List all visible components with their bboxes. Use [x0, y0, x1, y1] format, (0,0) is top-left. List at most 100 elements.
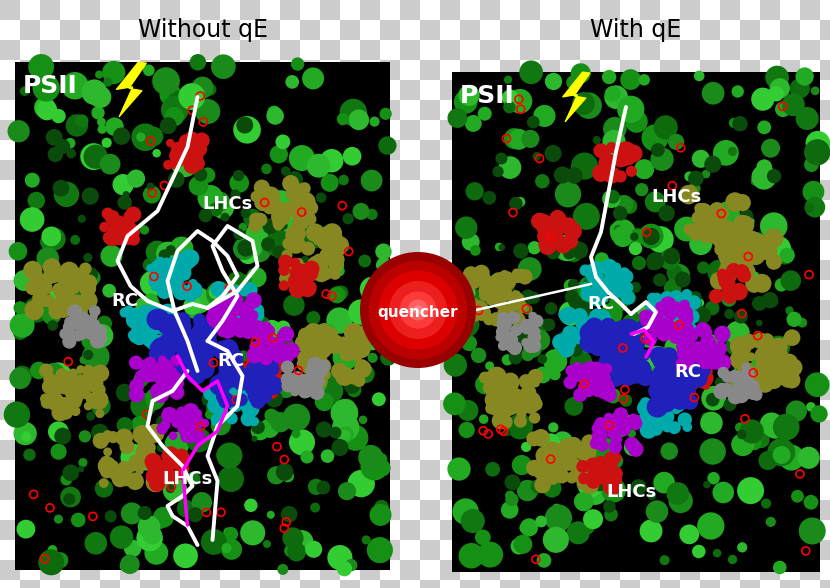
Circle shape [306, 351, 321, 366]
Circle shape [354, 354, 362, 363]
Circle shape [42, 270, 56, 285]
Circle shape [264, 361, 281, 379]
Bar [280, 100, 300, 120]
Circle shape [286, 187, 300, 201]
Circle shape [764, 415, 787, 439]
Circle shape [515, 197, 525, 207]
Bar [60, 260, 80, 280]
Circle shape [590, 292, 605, 307]
Circle shape [582, 361, 599, 377]
Circle shape [615, 151, 631, 167]
Circle shape [217, 446, 233, 463]
Circle shape [237, 309, 247, 319]
Circle shape [229, 293, 243, 307]
Circle shape [251, 191, 262, 202]
Circle shape [162, 356, 176, 370]
Circle shape [502, 325, 510, 333]
Circle shape [608, 155, 618, 166]
Bar [0, 0, 20, 20]
Bar [640, 520, 660, 540]
Circle shape [188, 507, 203, 522]
Circle shape [138, 305, 154, 320]
Circle shape [605, 472, 622, 489]
Bar [180, 360, 200, 380]
Bar [240, 540, 260, 560]
Circle shape [192, 409, 203, 419]
Circle shape [613, 206, 627, 220]
Circle shape [486, 295, 496, 305]
Circle shape [138, 506, 152, 520]
Bar [780, 340, 800, 360]
Bar [380, 200, 400, 220]
Circle shape [335, 239, 344, 248]
Bar [40, 260, 60, 280]
Circle shape [21, 432, 32, 442]
Bar [500, 360, 520, 380]
Bar [340, 580, 360, 588]
Circle shape [64, 317, 74, 326]
Circle shape [281, 470, 294, 482]
Circle shape [714, 232, 733, 251]
Circle shape [653, 300, 662, 309]
Circle shape [811, 86, 819, 95]
Bar [20, 420, 40, 440]
Circle shape [42, 305, 61, 325]
Bar [520, 300, 540, 320]
Circle shape [270, 217, 277, 225]
Bar [640, 40, 660, 60]
Bar [300, 20, 320, 40]
Circle shape [246, 292, 261, 308]
Circle shape [151, 512, 168, 529]
Bar [380, 20, 400, 40]
Bar [240, 380, 260, 400]
Circle shape [237, 389, 255, 407]
Circle shape [115, 429, 133, 446]
Circle shape [652, 293, 662, 302]
Circle shape [508, 292, 525, 309]
Circle shape [259, 352, 273, 366]
Circle shape [178, 330, 197, 349]
Bar [660, 340, 680, 360]
Bar [180, 120, 200, 140]
Bar [200, 220, 220, 240]
Bar [80, 440, 100, 460]
Bar [740, 20, 760, 40]
Circle shape [290, 222, 304, 236]
Circle shape [294, 258, 304, 268]
Bar [800, 280, 820, 300]
Circle shape [196, 345, 214, 363]
Circle shape [295, 334, 313, 352]
Circle shape [747, 390, 758, 400]
Bar [0, 140, 20, 160]
Circle shape [549, 369, 561, 380]
Bar [760, 120, 780, 140]
Circle shape [263, 334, 272, 343]
Bar [420, 220, 440, 240]
Bar [320, 380, 340, 400]
Bar [280, 80, 300, 100]
Circle shape [243, 397, 254, 407]
Circle shape [677, 345, 692, 360]
Circle shape [559, 342, 574, 358]
Circle shape [362, 536, 371, 544]
Circle shape [686, 310, 700, 324]
Bar [300, 80, 320, 100]
Bar [520, 280, 540, 300]
Circle shape [715, 383, 730, 399]
Bar [280, 480, 300, 500]
Bar [800, 60, 820, 80]
Bar [740, 100, 760, 120]
Bar [740, 200, 760, 220]
Bar [620, 100, 640, 120]
Circle shape [246, 356, 259, 369]
Bar [0, 200, 20, 220]
Circle shape [678, 306, 693, 321]
Circle shape [461, 233, 480, 251]
Circle shape [679, 359, 690, 369]
Bar [560, 360, 580, 380]
Circle shape [627, 363, 642, 376]
Circle shape [666, 482, 689, 505]
Bar [820, 180, 830, 200]
Bar [440, 400, 460, 420]
Bar [220, 120, 240, 140]
